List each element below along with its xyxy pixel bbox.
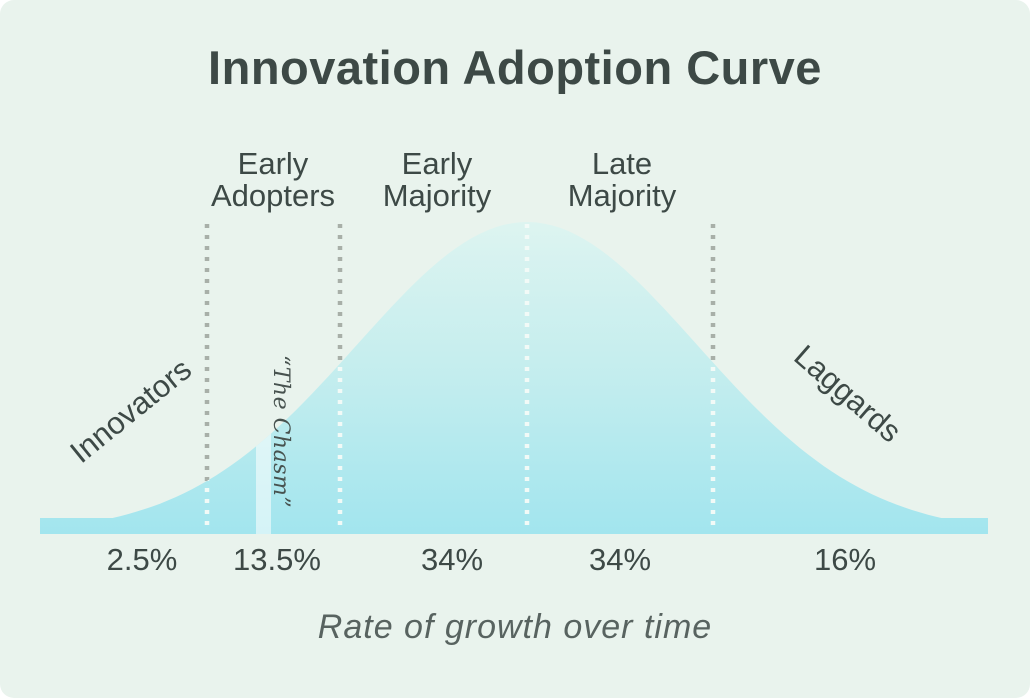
segment-label-innovators: Innovators	[63, 351, 198, 470]
x-axis-label: Rate of growth over time	[317, 608, 713, 646]
segment-percent-late-majority: 34%	[588, 542, 652, 577]
segment-percent-laggards: 16%	[813, 542, 877, 577]
segment-label-laggards: Laggards	[787, 338, 909, 450]
segment-label-early-majority: Early Majority	[382, 146, 492, 213]
segment-label-early-adopters: Early Adopters	[210, 146, 336, 213]
segment-percent-early-majority: 34%	[420, 542, 484, 577]
chasm-annotation: “The Chasm”	[268, 355, 293, 509]
segment-percent-early-adopters: 13.5%	[233, 542, 321, 577]
chart-title: Innovation Adoption Curve	[208, 41, 822, 94]
segment-label-late-majority: Late Majority	[567, 146, 677, 213]
segment-percent-innovators: 2.5%	[106, 542, 178, 577]
